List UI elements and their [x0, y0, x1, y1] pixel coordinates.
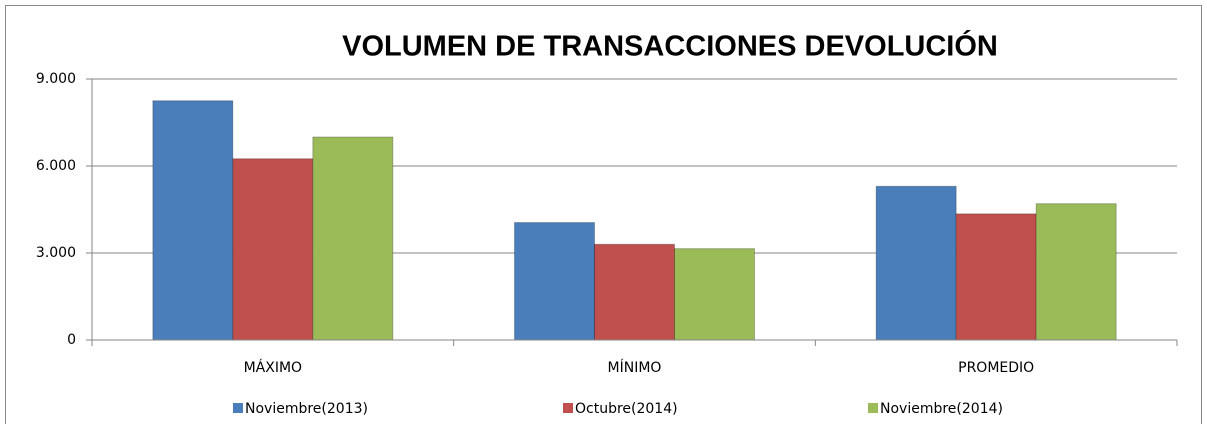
legend-label: Noviembre(2014)	[880, 401, 1003, 417]
bar	[1035, 203, 1117, 341]
bar	[674, 248, 755, 341]
bar	[594, 243, 675, 341]
legend-label: Noviembre(2013)	[245, 401, 368, 417]
y-tick-label: 9.000	[36, 71, 76, 87]
legend-swatch	[868, 403, 878, 413]
legend-label: Octubre(2014)	[575, 401, 678, 417]
x-tick-label: PROMEDIO	[958, 360, 1034, 376]
legend-swatch	[563, 403, 573, 413]
y-tick-label: 6.000	[36, 158, 76, 174]
bar	[312, 136, 394, 341]
legend-swatch	[233, 403, 243, 413]
bar	[875, 185, 957, 341]
y-tick-label: 3.000	[36, 245, 76, 261]
bar	[514, 222, 595, 341]
chart-title: VOLUMEN DE TRANSACCIONES DEVOLUCIÓN	[342, 29, 998, 63]
x-tick-label: MÍNIMO	[608, 359, 662, 376]
bar	[232, 158, 314, 341]
bar	[955, 213, 1037, 341]
y-tick-label: 0	[67, 332, 76, 348]
x-tick-label: MÁXIMO	[244, 359, 302, 376]
bar	[152, 100, 234, 341]
